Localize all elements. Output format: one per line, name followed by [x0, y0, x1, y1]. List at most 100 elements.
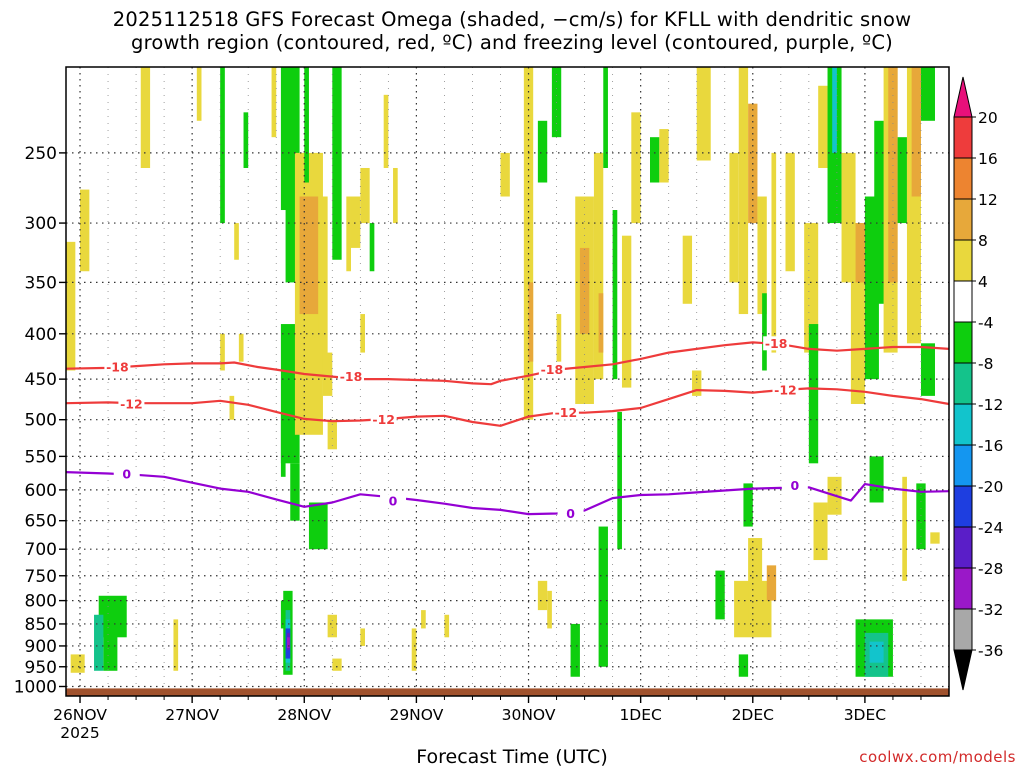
omega-cell-64: [743, 483, 753, 527]
omega-cell-10: [229, 395, 235, 420]
omega-cell-11: [238, 333, 244, 362]
x-tick-label-168: 3DEC: [844, 706, 886, 724]
chart-title: 2025112518 GFS Forecast Omega (shaded, −…: [0, 8, 1024, 54]
omega-cell-40: [579, 247, 590, 334]
colorbar-bin-8: [953, 403, 973, 446]
omega-cell-67: [808, 324, 819, 464]
x-tick-label-120: 1DEC: [619, 706, 661, 724]
omega-cell-32: [444, 614, 450, 638]
omega-cell-87: [220, 333, 225, 371]
contour-label-bg-1-3: [772, 383, 799, 398]
omega-cell-16: [290, 463, 300, 521]
colorbar-label-8: -16: [978, 437, 1003, 455]
colorbar-bin-2: [953, 157, 973, 200]
contour-line-0: [65, 341, 950, 386]
omega-cell-45: [612, 210, 618, 380]
contour-label-0-0: -18: [106, 359, 129, 374]
omega-cell-55: [738, 67, 749, 315]
contour-label-bg-0-0: [104, 359, 131, 374]
omega-cell-104: [916, 483, 926, 550]
x-axis-label: Forecast Time (UTC): [416, 746, 608, 768]
omega-cell-80: [888, 67, 898, 283]
omega-cell-91: [537, 120, 548, 183]
colorbar-top-arrow: [953, 76, 973, 118]
omega-cell-66: [804, 223, 819, 353]
plot-frame: [65, 66, 950, 697]
contour-line-2: [65, 471, 950, 516]
colorbar-bin-5: [953, 280, 973, 323]
y-tick-label-850: 850: [25, 615, 57, 635]
colorbar-label-11: -28: [978, 560, 1003, 578]
y-tick-label-500: 500: [25, 411, 57, 431]
omega-cell-50: [659, 129, 669, 183]
y-tick-label-300: 300: [25, 214, 57, 234]
contour-label-2-0: 0: [122, 467, 131, 482]
omega-cell-33: [500, 152, 510, 197]
colorbar-bin-6: [953, 321, 973, 364]
omega-cell-77: [869, 456, 884, 503]
colorbar-bin-10: [953, 485, 973, 528]
omega-cell-3: [140, 67, 151, 168]
omega-cell-62: [771, 152, 777, 353]
omega-cell-46: [617, 411, 622, 550]
ground-band: [66, 688, 949, 696]
colorbar-bin-7: [953, 362, 973, 405]
omega-cell-25: [327, 614, 337, 638]
colorbar-bin-9: [953, 444, 973, 487]
omega-cell-90: [327, 419, 337, 450]
axes: 2503003504004505005506006507007508008509…: [14, 66, 950, 742]
omega-cell-75: [855, 223, 865, 283]
omega-cell-31: [411, 628, 417, 671]
contour-label-bg-0-3: [763, 336, 790, 351]
omega-cell-63: [738, 654, 749, 677]
omega-cell-35: [528, 282, 534, 362]
x-tick-label-144: 2DEC: [732, 706, 774, 724]
omega-cell-105: [280, 411, 286, 477]
colorbar-label-3: 8: [978, 232, 988, 250]
y-tick-label-750: 750: [25, 567, 57, 587]
y-tick-label-800: 800: [25, 592, 57, 612]
omega-cell-37: [547, 590, 552, 629]
y-tick-label-700: 700: [25, 540, 57, 560]
omega-cell-58: [748, 538, 763, 624]
colorbar-label-6: -8: [978, 355, 993, 373]
colorbar-bin-1: [953, 116, 973, 159]
credit-link[interactable]: coolwx.com/models: [859, 748, 1016, 766]
omega-cell-100: [911, 67, 921, 197]
omega-cell-82: [902, 476, 907, 581]
omega-cell-38: [570, 623, 580, 677]
contour-label-bg-2-0: [113, 467, 140, 482]
omega-cell-51: [682, 235, 693, 304]
omega-cell-94: [556, 314, 562, 362]
colorbar-label-9: -20: [978, 478, 1003, 496]
colorbar-label-7: -12: [978, 396, 1003, 414]
contour-label-bg-2-3: [781, 478, 808, 493]
omega-cell-24: [346, 196, 351, 272]
x-tick-label-24: 27NOV: [165, 706, 219, 724]
omega-cell-36: [537, 580, 548, 611]
omega-cell-92: [393, 167, 398, 224]
omega-cell-48: [631, 112, 641, 224]
omega-cell-1: [80, 189, 90, 272]
contour-label-2-1: 0: [389, 494, 398, 509]
x-tick-sublabel-0: 2025: [60, 724, 99, 742]
omega-cell-29: [369, 223, 375, 272]
omega-cell-23: [332, 67, 342, 260]
omega-shading: [66, 67, 940, 677]
omega-cell-102: [920, 343, 935, 396]
y-tick-label-350: 350: [25, 273, 57, 293]
colorbar-label-4: 4: [978, 273, 988, 291]
omega-cell-103: [930, 532, 940, 544]
y-tick-label-650: 650: [25, 512, 57, 532]
contour-label-bg-1-2: [552, 405, 579, 420]
omega-cell-18: [299, 196, 319, 315]
contour-label-2-2: 0: [566, 506, 575, 521]
contour-label-1-1: -12: [372, 412, 395, 427]
chart-title-line-2: growth region (contoured, red, ºC) and f…: [131, 31, 893, 54]
omega-cell-43: [603, 67, 608, 168]
omega-cell-9: [220, 67, 225, 224]
colorbar-bin-12: [953, 567, 973, 610]
omega-cell-0: [66, 241, 76, 371]
omega-cell-71: [813, 502, 828, 561]
